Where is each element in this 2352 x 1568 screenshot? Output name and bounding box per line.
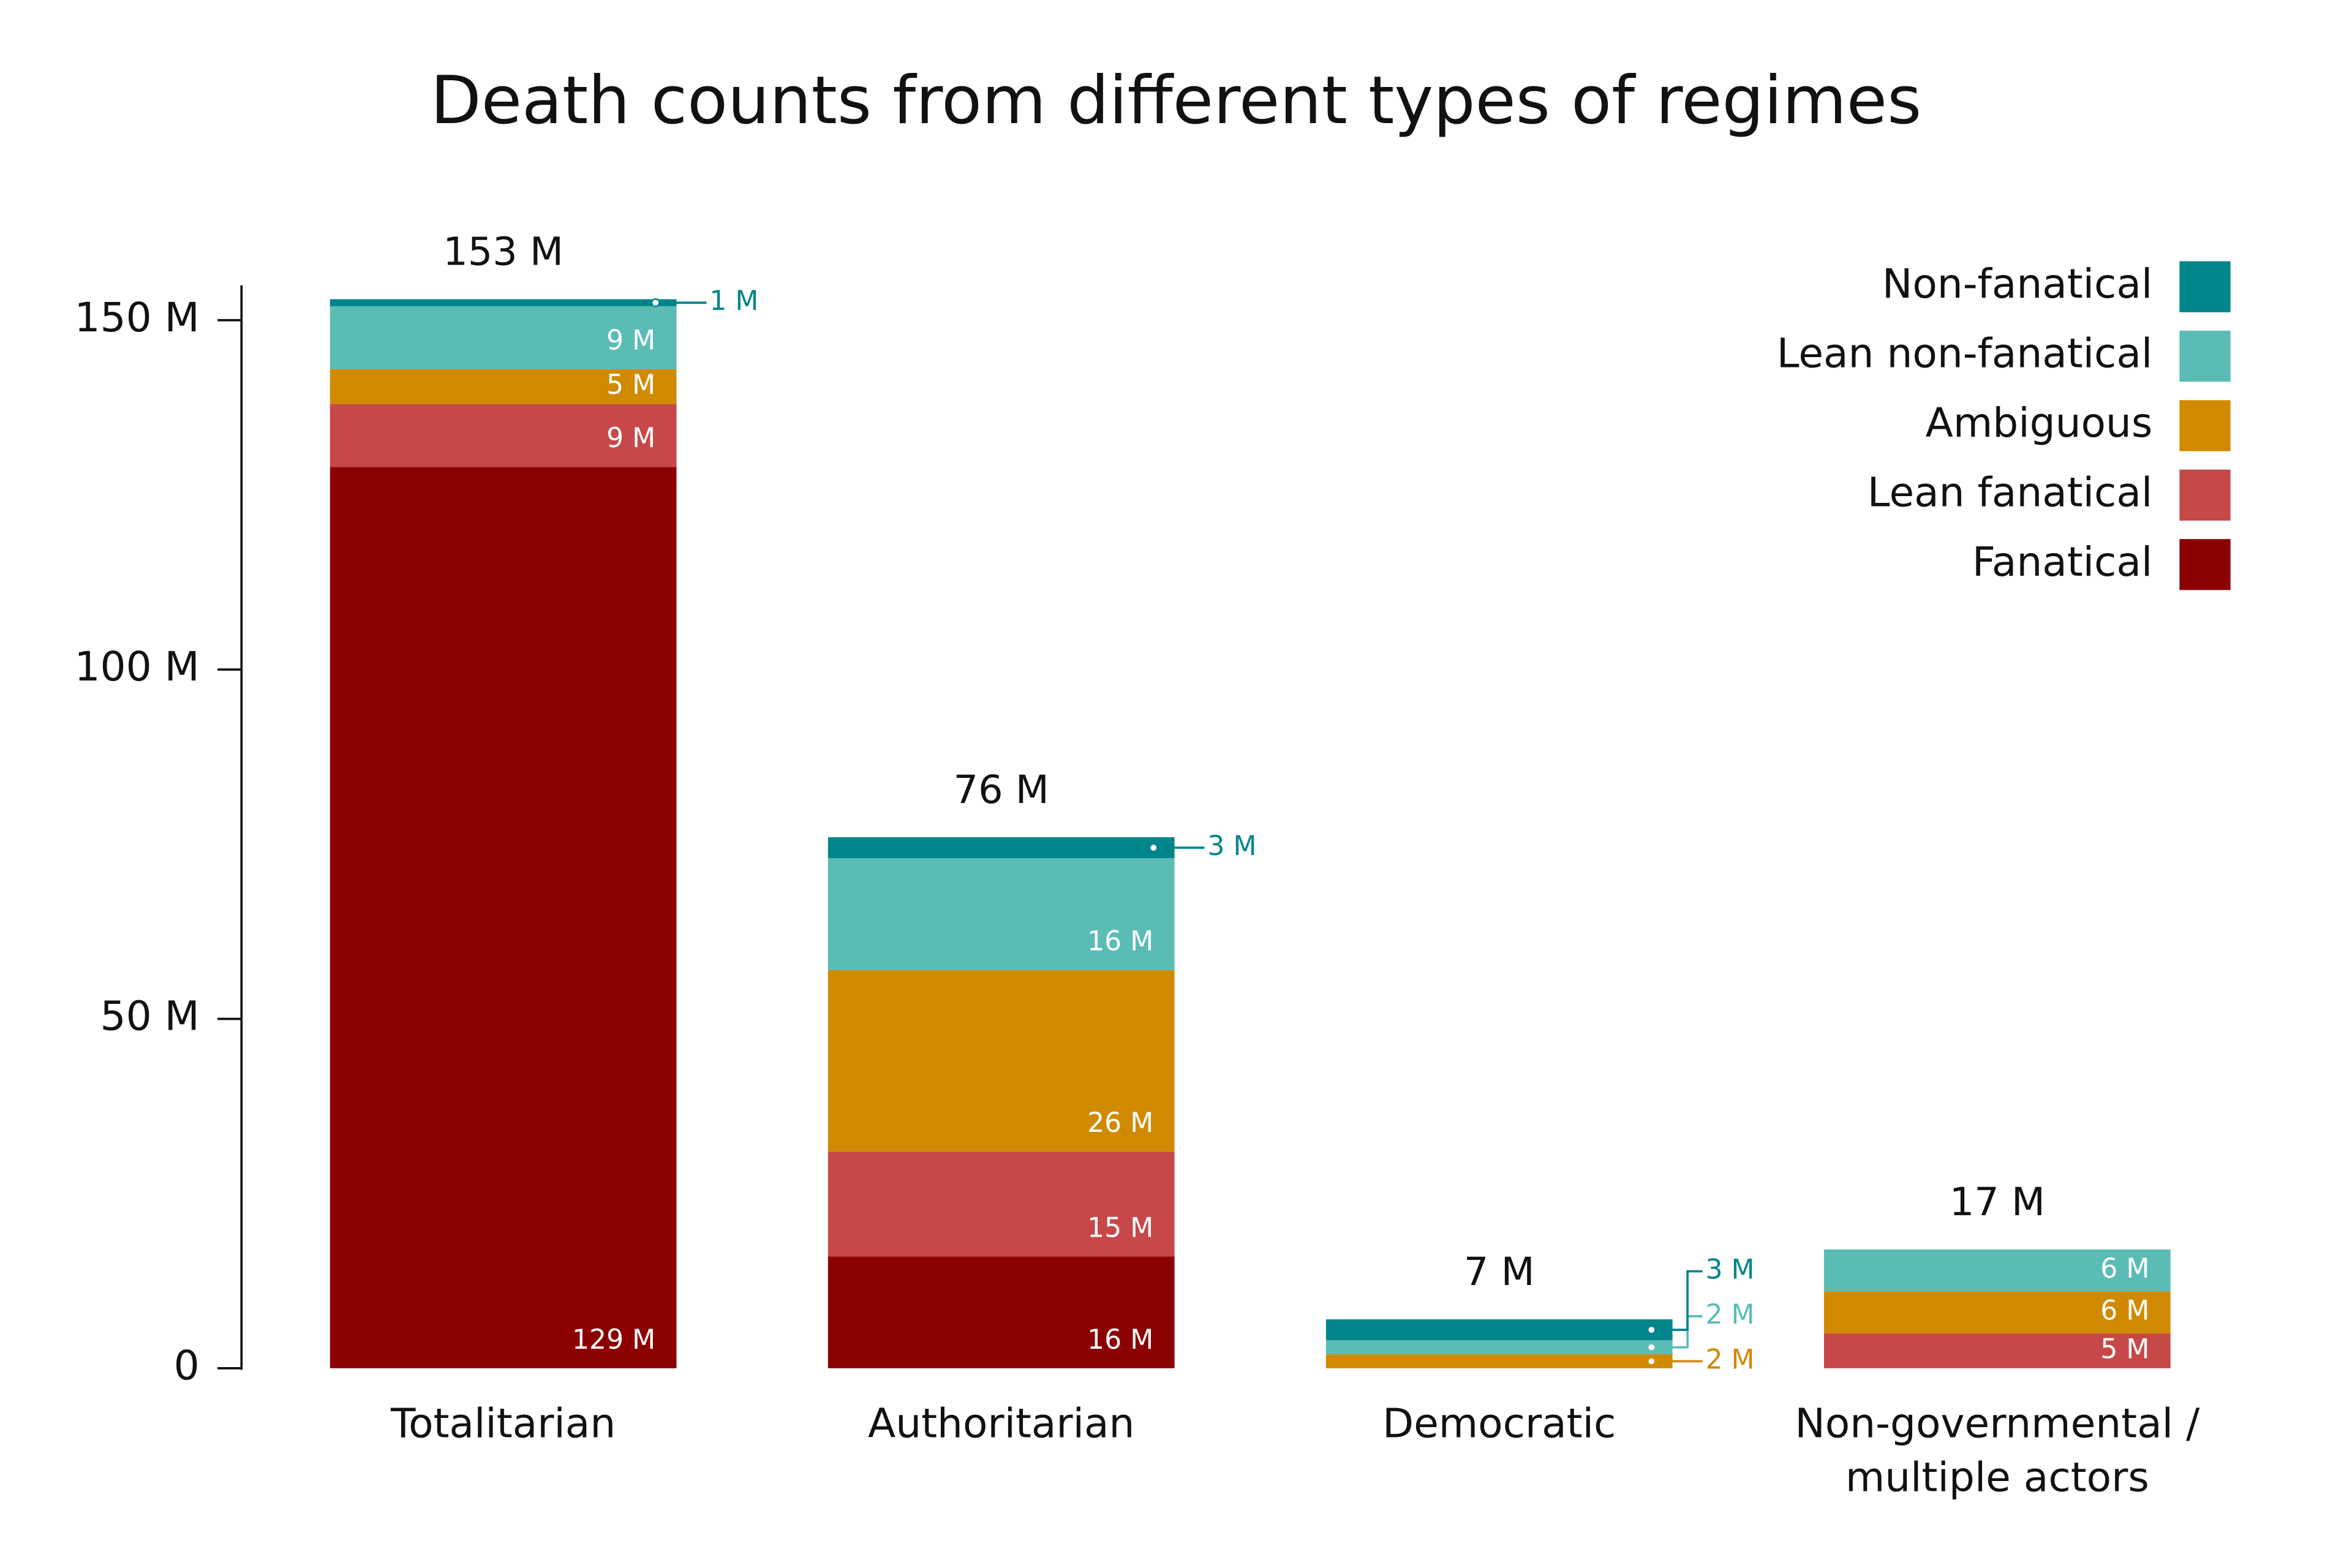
leader-dot — [1148, 843, 1158, 853]
value-label: 5 M — [606, 369, 655, 401]
legend-swatch — [2179, 400, 2231, 451]
total-label: 7 M — [1464, 1250, 1535, 1295]
chart-title: Death counts from different types of reg… — [431, 62, 1921, 139]
legend-label: Non-fanatical — [1882, 260, 2152, 307]
bar-segment — [330, 369, 677, 404]
x-tick-label: Non-governmental / multiple actors — [1795, 1401, 2200, 1502]
value-label: 9 M — [606, 423, 655, 454]
value-label: 26 M — [1087, 1107, 1153, 1139]
leader-line — [1654, 1315, 1703, 1349]
bar-segment — [827, 858, 1175, 970]
value-label: 6 M — [2100, 1295, 2149, 1327]
leader-line — [1654, 1270, 1703, 1331]
bar-segment — [1325, 1340, 1673, 1355]
bar-segment — [1823, 1249, 2171, 1292]
legend-swatch — [2179, 469, 2231, 521]
bar-segment — [330, 467, 677, 1368]
value-label: 9 M — [606, 325, 655, 356]
total-label: 76 M — [954, 767, 1049, 813]
legend-swatch — [2179, 539, 2231, 590]
x-tick-label: Authoritarian — [867, 1401, 1135, 1448]
y-tick-label: 100 M — [74, 643, 199, 690]
legend-label: Lean non-fanatical — [1777, 330, 2153, 377]
x-tick-label: Democratic — [1382, 1401, 1616, 1448]
legend-swatch — [2179, 261, 2231, 312]
bar-segment — [827, 837, 1175, 859]
leader-dot — [650, 298, 660, 307]
x-tick-label-box: Authoritarian — [867, 1401, 1135, 1448]
bar-segment — [330, 306, 677, 369]
y-tick-label: 0 — [174, 1342, 200, 1389]
value-label: 129 M — [572, 1324, 655, 1355]
value-label: 1 M — [709, 285, 758, 317]
bar-segment — [1325, 1319, 1673, 1341]
value-label: 3 M — [1705, 1254, 1754, 1286]
y-tick-label: 150 M — [74, 294, 199, 341]
legend-swatch — [2179, 330, 2231, 382]
value-label: 2 M — [1705, 1344, 1754, 1375]
value-label: 16 M — [1087, 926, 1153, 957]
bar-segment — [1325, 1354, 1673, 1368]
x-tick-label-box: Democratic — [1382, 1401, 1616, 1448]
value-label: 2 M — [1705, 1299, 1754, 1330]
leader-dot — [1646, 1325, 1656, 1335]
y-tick-label: 50 M — [100, 993, 200, 1040]
bar-segment — [330, 404, 677, 467]
x-tick-label-box: Non-governmental / multiple actors — [1795, 1401, 2200, 1502]
value-label: 15 M — [1087, 1212, 1153, 1243]
legend-label: Ambiguous — [1926, 399, 2153, 447]
legend-label: Lean fanatical — [1868, 469, 2152, 516]
bar-segment — [827, 1256, 1175, 1368]
legend-label: Fanatical — [1972, 538, 2152, 586]
leader-dot — [1646, 1343, 1656, 1352]
bar-segment — [330, 299, 677, 306]
bar-segment — [1823, 1291, 2171, 1333]
leader-dot — [1646, 1357, 1656, 1366]
total-label: 153 M — [443, 230, 564, 275]
value-label: 6 M — [2100, 1253, 2149, 1284]
value-label: 3 M — [1207, 831, 1256, 862]
bar-segment — [827, 970, 1175, 1152]
total-label: 17 M — [1950, 1180, 2045, 1225]
bar-segment — [1823, 1333, 2171, 1368]
x-tick-label: Totalitarian — [390, 1401, 616, 1448]
bar-segment — [827, 1152, 1175, 1257]
value-label: 5 M — [2100, 1333, 2149, 1365]
x-tick-label-box: Totalitarian — [390, 1401, 616, 1448]
value-label: 16 M — [1087, 1324, 1153, 1355]
